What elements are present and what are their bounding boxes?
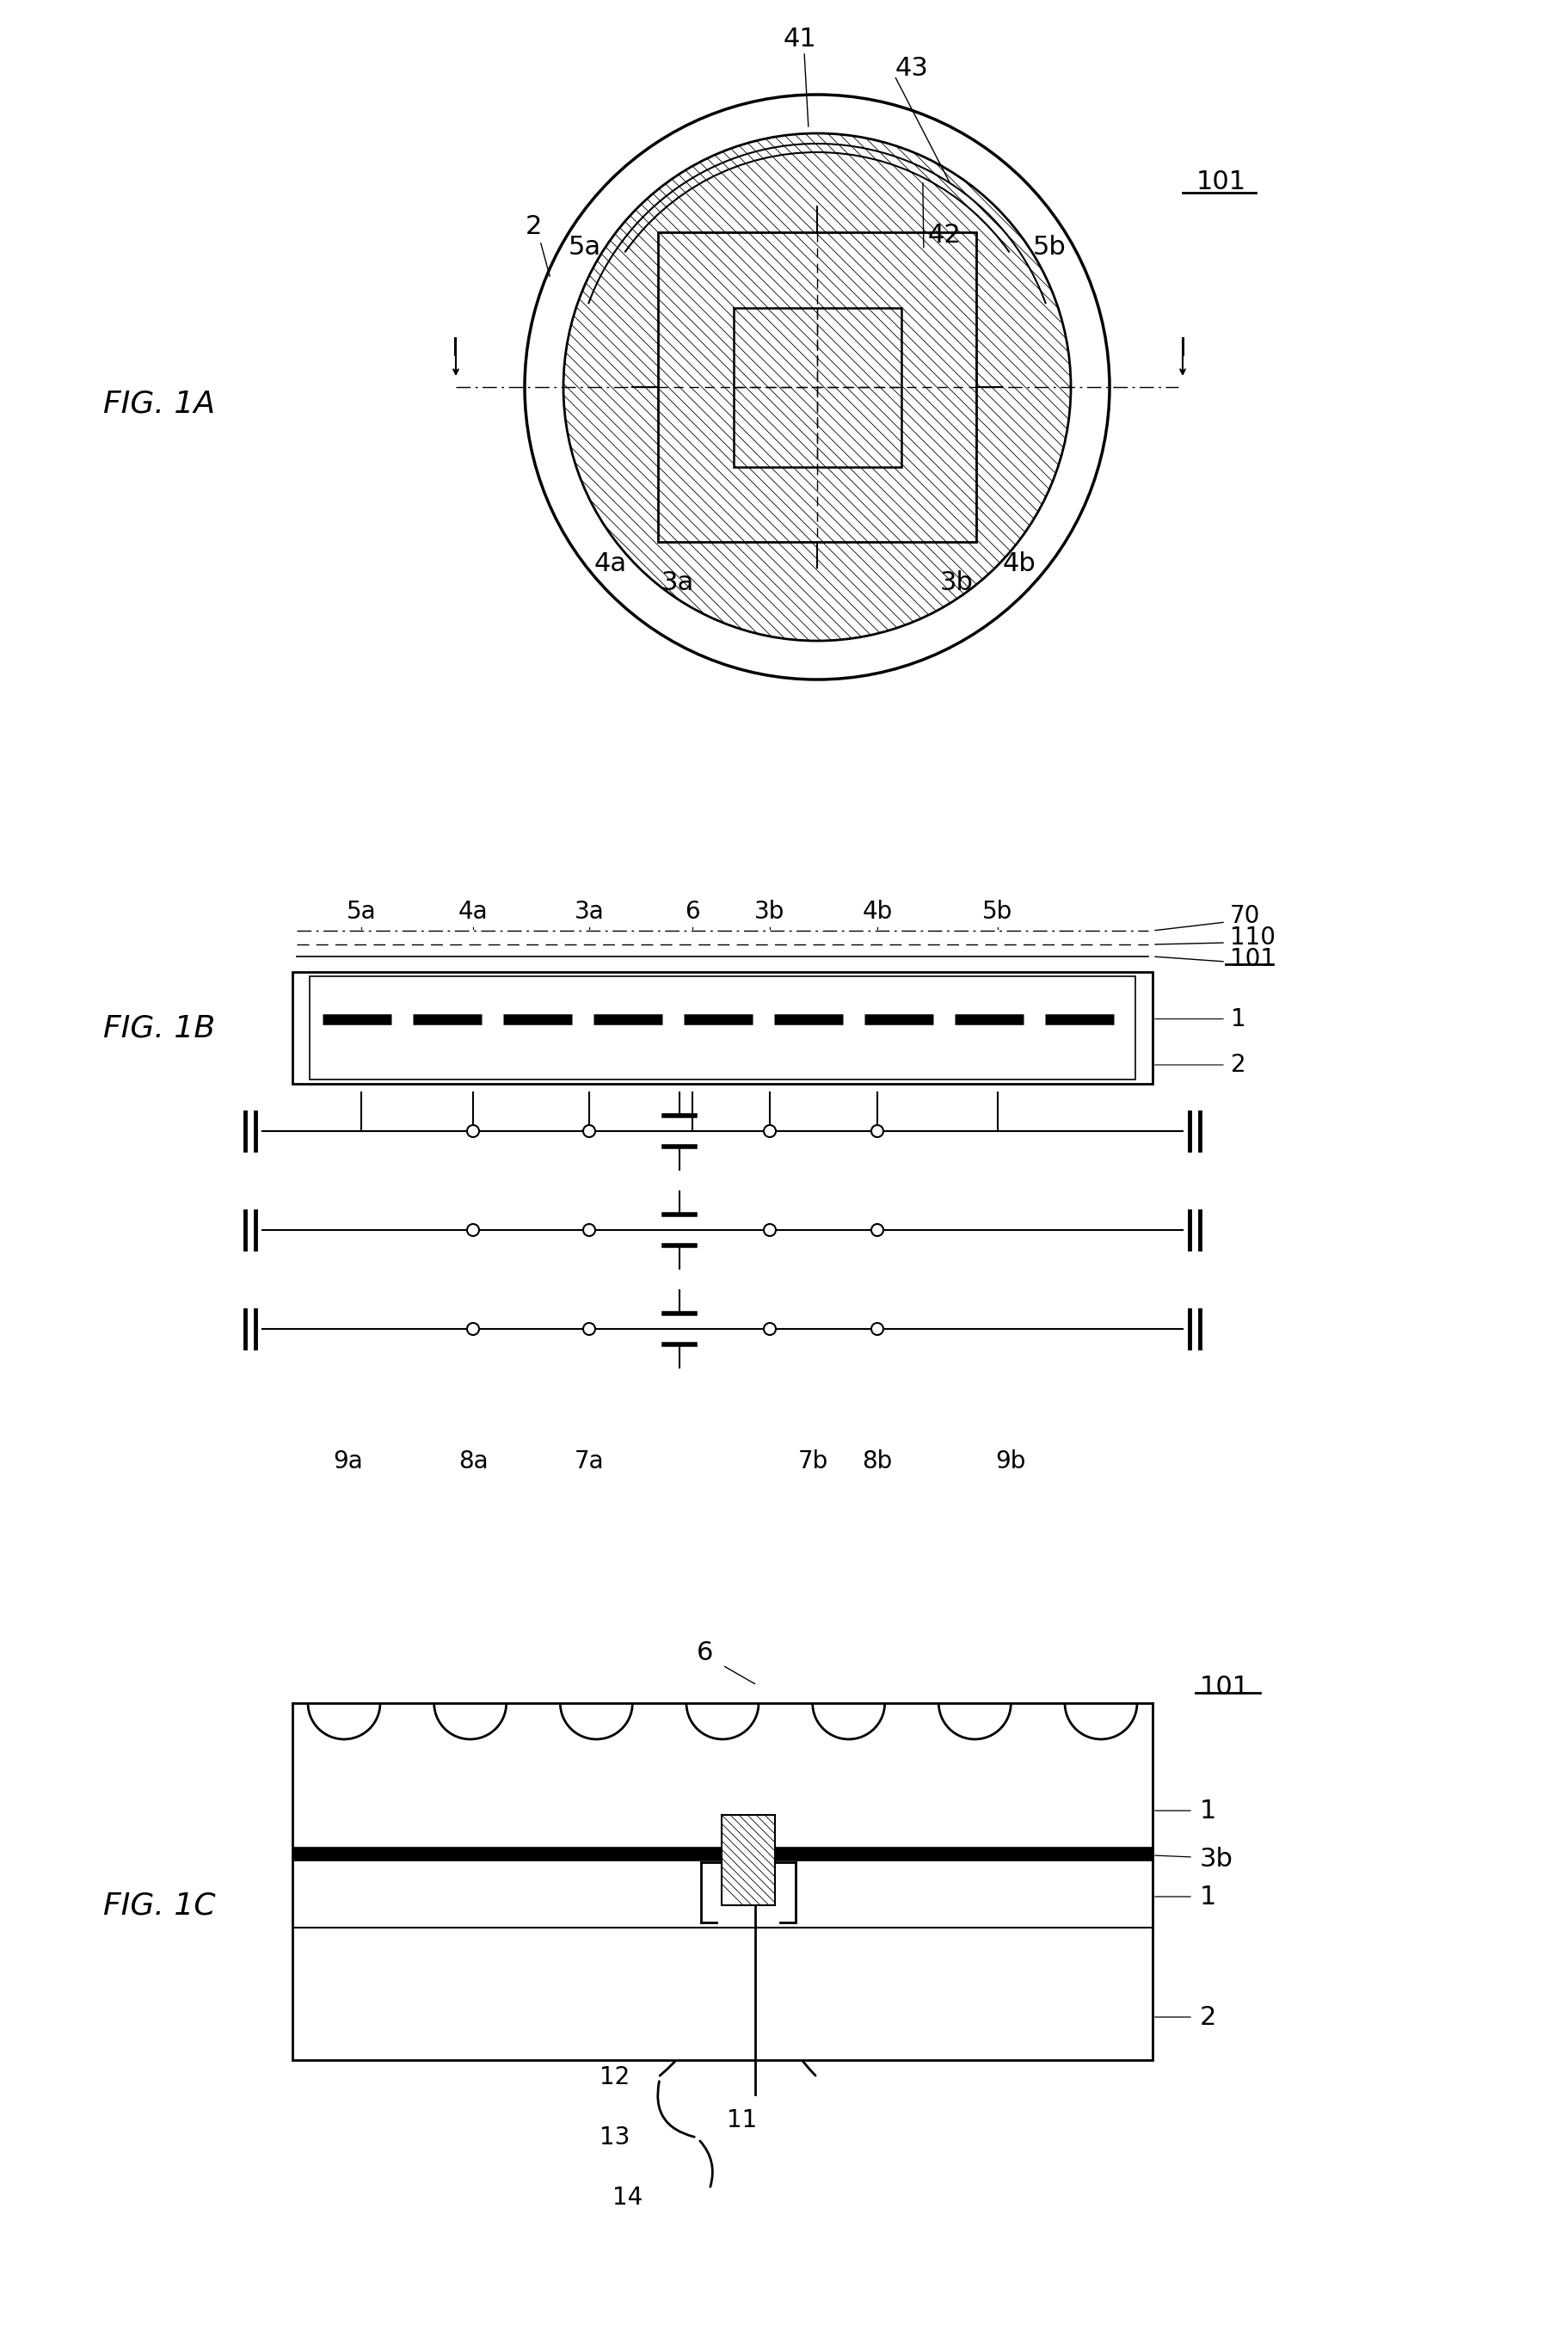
Text: 4a: 4a [458, 900, 488, 923]
Text: 3a: 3a [662, 570, 695, 595]
Text: I: I [1179, 335, 1187, 360]
Text: 2: 2 [1200, 2004, 1217, 2030]
Circle shape [764, 1125, 776, 1137]
Text: 7b: 7b [798, 1448, 828, 1474]
Text: 8a: 8a [458, 1448, 488, 1474]
Text: 5b: 5b [983, 900, 1013, 923]
Bar [293, 1853, 1152, 2060]
Text: 4a: 4a [594, 551, 627, 577]
Text: 10a: 10a [844, 1937, 887, 1960]
Bar [721, 1816, 775, 1904]
Text: 3b: 3b [939, 570, 974, 595]
Text: FIG. 1A: FIG. 1A [103, 391, 215, 419]
Text: 110: 110 [1229, 925, 1275, 949]
Text: 7a: 7a [574, 1448, 604, 1474]
Bar [734, 307, 902, 467]
Text: 1: 1 [1231, 1007, 1247, 1030]
Text: 11: 11 [728, 2109, 757, 2132]
Text: 12: 12 [601, 2065, 630, 2090]
Text: I: I [452, 335, 459, 360]
Text: 13: 13 [601, 2125, 630, 2151]
Text: 4b: 4b [862, 900, 892, 923]
Circle shape [583, 1125, 596, 1137]
Text: 42: 42 [927, 223, 961, 246]
Text: 41: 41 [784, 26, 817, 51]
Bar [734, 307, 902, 467]
Text: 8b: 8b [862, 1448, 892, 1474]
Text: 70: 70 [1229, 904, 1261, 928]
Circle shape [583, 1323, 596, 1335]
Text: 101: 101 [1229, 946, 1275, 972]
Text: 6: 6 [685, 900, 699, 923]
Text: FIG. 1C: FIG. 1C [103, 1890, 215, 1920]
Text: 9b: 9b [996, 1448, 1025, 1474]
Text: 5b: 5b [1033, 235, 1066, 260]
Circle shape [467, 1125, 480, 1137]
Bar [293, 972, 1152, 1083]
Text: 3a: 3a [574, 900, 604, 923]
Text: 2: 2 [1231, 1053, 1247, 1076]
Circle shape [764, 1323, 776, 1335]
Circle shape [872, 1223, 883, 1237]
Circle shape [467, 1223, 480, 1237]
Text: 5a: 5a [347, 900, 376, 923]
Text: 9a: 9a [334, 1448, 364, 1474]
Bar [659, 233, 977, 542]
Text: 6: 6 [696, 1641, 713, 1665]
Text: 2: 2 [525, 214, 541, 239]
Text: 1: 1 [1200, 1797, 1217, 1823]
Bar [659, 233, 977, 542]
Text: 101: 101 [1200, 1674, 1250, 1700]
Bar [293, 1704, 1152, 1853]
Text: 4b: 4b [1002, 551, 1036, 577]
Bar [309, 976, 1135, 1079]
Circle shape [872, 1125, 883, 1137]
Circle shape [583, 1223, 596, 1237]
Text: 14: 14 [613, 2186, 643, 2209]
Text: 1: 1 [1200, 1883, 1217, 1909]
Text: 3b: 3b [1200, 1846, 1234, 1872]
Circle shape [872, 1323, 883, 1335]
Text: FIG. 1B: FIG. 1B [103, 1014, 215, 1042]
Text: 5a: 5a [569, 235, 602, 260]
Text: 10b: 10b [844, 1902, 889, 1925]
Circle shape [764, 1223, 776, 1237]
Text: 43: 43 [895, 56, 928, 81]
Circle shape [525, 95, 1110, 679]
Text: 3b: 3b [754, 900, 786, 923]
Circle shape [467, 1323, 480, 1335]
Text: 101: 101 [1196, 170, 1247, 195]
